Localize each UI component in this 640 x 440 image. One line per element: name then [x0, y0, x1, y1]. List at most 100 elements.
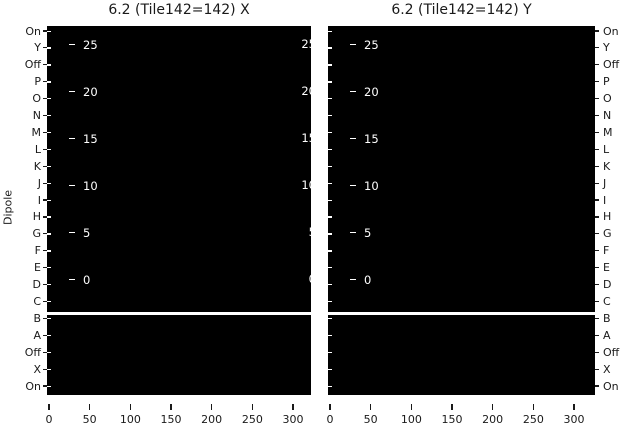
y-tick-left [43, 267, 47, 269]
inner-row-tick [47, 267, 51, 269]
dipole-row-label-right: On [603, 24, 619, 38]
value-annotation: 25 [69, 37, 98, 52]
dipole-row-label-right: P [603, 75, 610, 89]
dipole-row-label-right: A [603, 328, 611, 342]
x-tick [251, 404, 254, 410]
x-tick [329, 404, 331, 410]
value-annotation-label: 20 [83, 84, 98, 99]
inner-row-tick [47, 351, 51, 353]
dipole-row-label-right: K [603, 159, 611, 173]
value-annotation: 20 [69, 84, 98, 99]
clipped-value-label: 20 [301, 84, 311, 98]
y-tick-right [595, 98, 599, 100]
inner-row-tick [47, 182, 51, 184]
clipped-value-label: 10 [301, 178, 311, 192]
value-tick-dash [69, 184, 75, 187]
x-tick-label: 100 [119, 413, 141, 426]
dipole-row-label-left: M [31, 125, 42, 139]
dipole-row-label-left: Y [34, 41, 41, 55]
inner-row-tick [328, 284, 332, 286]
dipole-row-label-right: J [603, 176, 607, 190]
x-tick [210, 404, 213, 410]
y-tick-right [595, 317, 599, 319]
value-annotation: 20 [350, 84, 379, 99]
inner-row-tick [47, 47, 51, 49]
value-annotation-label: 25 [364, 37, 379, 52]
y-tick-right [595, 283, 599, 286]
panel-title-y: 6.2 (Tile142=142) Y [391, 2, 532, 18]
separator-line [47, 312, 311, 315]
x-tick-label: 200 [482, 413, 504, 426]
inner-row-tick [328, 47, 332, 49]
x-tick-label: 300 [563, 413, 585, 426]
value-annotation-label: 0 [83, 272, 91, 287]
value-tick-dash [69, 278, 75, 281]
inner-row-tick [47, 216, 51, 218]
dipole-row-label-left: J [37, 176, 41, 190]
value-tick-dash [350, 231, 356, 234]
dipole-row-label-right: Off [603, 345, 620, 359]
dipole-row-label-left: B [33, 311, 41, 325]
dipole-row-label-right: On [603, 379, 619, 393]
dipole-row-label-left: D [32, 278, 41, 292]
y-tick-right [595, 300, 599, 303]
dipole-row-label-right: O [603, 92, 612, 106]
y-tick-left [43, 98, 47, 100]
separator-line [328, 312, 595, 315]
y-tick-left [43, 182, 47, 184]
x-tick-label: 50 [363, 413, 378, 426]
y-tick-left [43, 148, 47, 150]
inner-row-tick [47, 81, 51, 83]
value-annotation-label: 25 [83, 37, 98, 52]
inner-row-tick [47, 334, 51, 337]
value-tick-dash [350, 43, 356, 46]
clipped-value-label: 15 [301, 131, 311, 145]
inner-row-tick [47, 115, 51, 117]
inner-row-tick [328, 385, 332, 387]
x-tick-label: 100 [400, 413, 422, 426]
inner-row-tick [47, 148, 51, 151]
dipole-row-label-right: I [603, 193, 607, 207]
value-tick-dash [69, 231, 75, 234]
y-tick-right [595, 148, 599, 150]
dipole-row-label-left: G [32, 227, 41, 241]
inner-row-tick [328, 148, 332, 151]
inner-row-tick [47, 30, 51, 32]
y-tick-right [595, 199, 599, 201]
value-annotation: 10 [69, 178, 98, 193]
y-tick-right [595, 233, 599, 235]
inner-row-tick [328, 30, 332, 32]
inner-row-tick [47, 300, 51, 303]
dipole-row-label-right: M [603, 125, 613, 139]
x-tick [451, 404, 453, 410]
dipole-row-label-left: Off [24, 345, 41, 359]
value-annotation: 0 [69, 272, 91, 287]
dipole-row-label-right: N [603, 109, 612, 123]
y-tick-left [43, 283, 47, 286]
x-tick-label: 300 [282, 413, 304, 426]
x-tick [292, 404, 294, 410]
value-tick-dash [69, 43, 75, 46]
y-tick-left [43, 317, 47, 319]
dipole-row-label-left: L [34, 142, 41, 156]
panel-title-x: 6.2 (Tile142=142) X [108, 2, 250, 18]
dipole-row-label-left: Off [24, 58, 41, 72]
inner-row-tick [47, 368, 51, 370]
y-tick-left [43, 114, 47, 117]
inner-row-tick [47, 284, 51, 286]
y-tick-right [595, 250, 599, 252]
y-tick-left [43, 199, 47, 201]
y-tick-left [43, 216, 47, 218]
y-tick-left [43, 47, 47, 49]
y-tick-left [43, 81, 47, 83]
dipole-row-label-right: B [603, 311, 611, 325]
value-annotation-label: 10 [364, 178, 379, 193]
clipped-value-label: 5 [309, 225, 311, 239]
y-tick-left [43, 351, 47, 353]
dipole-row-label-right: C [603, 294, 611, 308]
x-tick [170, 404, 172, 410]
x-tick [573, 404, 575, 410]
value-annotation: 25 [350, 37, 379, 52]
dipole-row-label-right: X [603, 362, 611, 376]
y-tick-left [43, 300, 47, 303]
